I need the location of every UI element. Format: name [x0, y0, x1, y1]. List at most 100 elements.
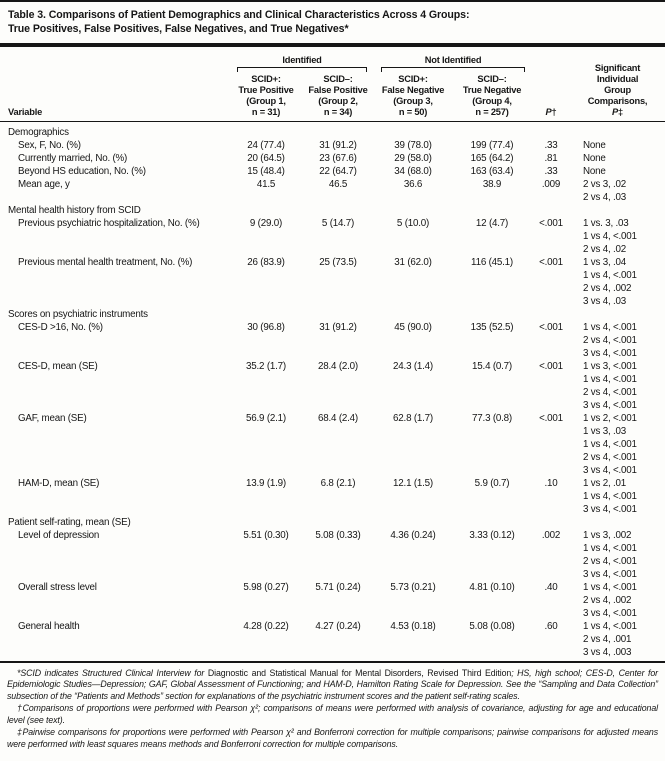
cell-variable: GAF, mean (SE): [18, 412, 87, 424]
cell-group1-value: 41.5: [256, 178, 276, 190]
cell-comparisons: 1 vs 2, <.001 1 vs 3, .03 1 vs 4, <.001 …: [583, 412, 637, 476]
cell-group4-value: 4.81 (0.10): [469, 581, 515, 593]
cell-group1-value: 15 (48.4): [247, 165, 285, 177]
cell-variable: HAM-D, mean (SE): [18, 477, 100, 489]
cell-group1-value: 5.51 (0.30): [243, 529, 289, 541]
sig-comparisons-column-header: Significant Individual Group Comparisons…: [570, 47, 665, 122]
variable-column-header: Variable: [8, 106, 43, 117]
header-spacer: [532, 47, 570, 66]
cell-variable: Level of depression: [18, 529, 100, 541]
not-identified-bracket-cell: [374, 66, 532, 74]
cell-group4-value: 5.9 (0.7): [474, 477, 510, 489]
table-row: CES-D >16, No. (%) 30 (96.8) 31 (91.2) 4…: [0, 321, 665, 360]
table-row: CES-D, mean (SE) 35.2 (1.7) 28.4 (2.0) 2…: [0, 360, 665, 412]
cell-group4-value: 116 (45.1): [471, 256, 513, 268]
cell-comparisons: 1 vs 3, <.001 1 vs 4, <.001 2 vs 4, <.00…: [583, 360, 637, 411]
cell-group1-value: 9 (29.0): [249, 217, 283, 229]
cell-group2-value: 46.5: [328, 178, 348, 190]
group2-column-header: SCID–: False Positive (Group 2, n = 34): [308, 73, 368, 117]
group3-column-header: SCID+: False Negative (Group 3, n = 50): [381, 73, 445, 117]
section-row: Demographics: [0, 121, 665, 139]
section-label: Demographics: [8, 126, 69, 138]
cell-group3-value: 4.53 (0.18): [390, 620, 436, 632]
header-group-row: Identified Not Identified Significant In…: [0, 47, 665, 117]
cell-group1-value: 20 (64.5): [247, 152, 285, 164]
section-label: Patient self-rating, mean (SE): [8, 516, 131, 528]
header-spacer: [0, 66, 230, 74]
footnote-dagger: †Comparisons of proportions were perform…: [7, 703, 658, 726]
cell-variable: Mean age, y: [18, 178, 70, 190]
cell-p-value: .009: [541, 178, 561, 190]
cell-group3-value: 24.3 (1.4): [393, 360, 433, 372]
cell-variable: Beyond HS education, No. (%): [18, 165, 146, 177]
cell-p-value: .002: [541, 529, 561, 541]
table-row: GAF, mean (SE) 56.9 (2.1) 68.4 (2.4) 62.…: [0, 412, 665, 477]
cell-group3-value: 34 (68.0): [394, 165, 432, 177]
cell-p-value: .60: [544, 620, 558, 632]
identified-group-header: Identified: [282, 54, 322, 65]
cell-group1-value: 4.28 (0.22): [243, 620, 289, 632]
table-row: Overall stress level 5.98 (0.27) 5.71 (0…: [0, 581, 665, 620]
cell-group2-value: 31 (91.2): [319, 139, 357, 151]
identified-bracket: [237, 66, 368, 72]
cell-group2-value: 22 (64.7): [319, 165, 357, 177]
table-row: Previous psychiatric hospitalization, No…: [0, 217, 665, 256]
cell-p-value: <.001: [539, 360, 563, 372]
group1-column-header: SCID+: True Positive (Group 1, n = 31): [238, 73, 294, 117]
footnote-asterisk-part1: *SCID indicates Structured Clinical Inte…: [17, 667, 208, 678]
cell-group3-value: 45 (90.0): [394, 321, 432, 333]
table-row: Previous mental health treatment, No. (%…: [0, 256, 665, 308]
section-row: Mental health history from SCID: [0, 204, 665, 217]
footnote-double-dagger: ‡Pairwise comparisons for proportions we…: [7, 727, 658, 749]
group4-column-header: SCID–: True Negative (Group 4, n = 257): [462, 73, 522, 117]
table-row: Currently married, No. (%) 20 (64.5) 23 …: [0, 152, 665, 165]
top-thick-rule: [0, 43, 665, 47]
cell-p-value: <.001: [539, 217, 563, 229]
cell-group2-value: 4.27 (0.24): [315, 620, 361, 632]
data-table: Identified Not Identified Significant In…: [0, 47, 665, 659]
section-label: Scores on psychiatric instruments: [8, 308, 148, 320]
cell-group3-value: 5.73 (0.21): [390, 581, 436, 593]
cell-group1-value: 35.2 (1.7): [246, 360, 286, 372]
table-body: Demographics Sex, F, No. (%) 24 (77.4) 3…: [0, 121, 665, 659]
cell-group3-value: 4.36 (0.24): [390, 529, 436, 541]
footnote-asterisk: *SCID indicates Structured Clinical Inte…: [7, 668, 658, 704]
table-row: Beyond HS education, No. (%) 15 (48.4) 2…: [0, 165, 665, 178]
cell-comparisons: None: [583, 139, 606, 151]
cell-group2-value: 5 (14.7): [321, 217, 355, 229]
cell-group2-value: 5.08 (0.33): [315, 529, 361, 541]
table-header: Identified Not Identified Significant In…: [0, 47, 665, 121]
cell-p-value: .33: [544, 139, 558, 151]
cell-comparisons: 1 vs 2, .01 1 vs 4, <.001 3 vs 4, <.001: [583, 477, 637, 515]
cell-comparisons: 2 vs 3, .02 2 vs 4, .03: [583, 178, 627, 203]
cell-group4-value: 38.9: [482, 178, 502, 190]
section-row: Scores on psychiatric instruments: [0, 308, 665, 321]
cell-comparisons: None: [583, 152, 606, 164]
cell-p-value: <.001: [539, 412, 563, 424]
table-row: General health 4.28 (0.22) 4.27 (0.24) 4…: [0, 620, 665, 659]
cell-group2-value: 6.8 (2.1): [320, 477, 356, 489]
table-row: Mean age, y 41.5 46.5 36.6 38.9 .009 2 v…: [0, 178, 665, 204]
cell-group3-value: 12.1 (1.5): [393, 477, 433, 489]
cell-group2-value: 5.71 (0.24): [315, 581, 361, 593]
cell-p-value: .33: [544, 165, 558, 177]
cell-group1-value: 24 (77.4): [247, 139, 285, 151]
cell-group2-value: 68.4 (2.4): [318, 412, 358, 424]
cell-comparisons: 1 vs 4, <.001 2 vs 4, .001 3 vs 4, .003: [583, 620, 637, 658]
header-bracket-row: [0, 66, 665, 74]
cell-group4-value: 12 (4.7): [475, 217, 509, 229]
cell-group2-value: 25 (73.5): [319, 256, 357, 268]
section-label: Mental health history from SCID: [8, 204, 141, 216]
cell-group1-value: 13.9 (1.9): [246, 477, 286, 489]
cell-group4-value: 77.3 (0.8): [472, 412, 512, 424]
not-identified-group-header: Not Identified: [424, 54, 482, 65]
footnote-asterisk-book-title: Diagnostic and Statistical Manual for Me…: [207, 667, 512, 678]
cell-p-value: <.001: [539, 321, 563, 333]
footnote-asterisk-part2: ; HS, high school; CES-D, Center for Epi…: [7, 667, 659, 702]
table-row: HAM-D, mean (SE) 13.9 (1.9) 6.8 (2.1) 12…: [0, 477, 665, 516]
double-dagger-mark: ‡: [618, 106, 624, 117]
cell-comparisons: None: [583, 165, 606, 177]
p-symbol: P: [545, 106, 552, 117]
sig-comparisons-lines: Significant Individual Group Comparisons…: [587, 62, 648, 106]
